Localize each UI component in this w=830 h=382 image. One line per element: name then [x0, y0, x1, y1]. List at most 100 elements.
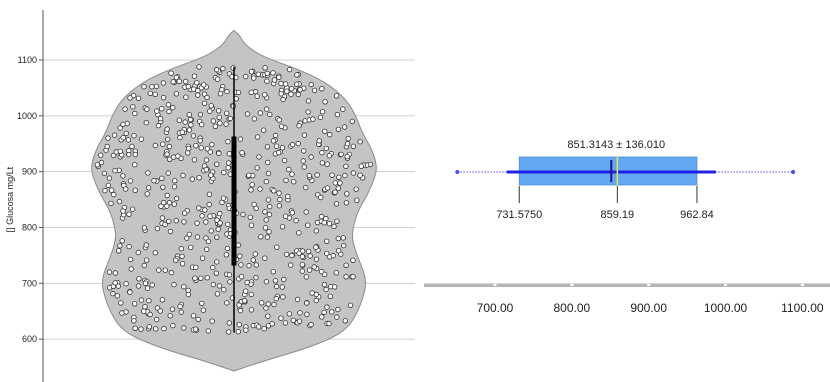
data-point [161, 325, 167, 332]
data-point [334, 218, 340, 224]
data-point [141, 225, 148, 231]
data-point [179, 129, 185, 135]
y-tick-label: 1000 [17, 111, 37, 121]
data-point [286, 166, 292, 173]
data-point [237, 253, 243, 259]
data-point [313, 297, 319, 304]
data-point [141, 262, 147, 269]
data-point [264, 78, 270, 84]
data-point [244, 111, 251, 117]
data-point [308, 321, 314, 328]
data-point [288, 262, 294, 268]
data-point [242, 73, 249, 80]
data-point [264, 144, 271, 150]
data-point [273, 295, 279, 302]
data-point [192, 275, 198, 281]
data-point [241, 298, 248, 304]
data-point [129, 206, 136, 212]
data-point [176, 78, 182, 84]
x-tick-label: 1100.00 [781, 301, 824, 315]
data-point [159, 175, 165, 181]
data-point [350, 257, 356, 263]
data-point [101, 170, 108, 177]
data-point [349, 118, 355, 125]
data-point [220, 195, 227, 201]
data-point [182, 78, 189, 85]
data-point [120, 173, 126, 179]
data-point [275, 149, 282, 156]
data-point [195, 316, 201, 323]
data-point [237, 136, 244, 142]
data-point [278, 80, 284, 87]
data-point [333, 93, 340, 99]
data-point [343, 274, 349, 280]
data-point [181, 284, 187, 290]
data-point [213, 161, 220, 167]
data-point [240, 211, 246, 218]
data-point [223, 252, 230, 258]
data-point [289, 141, 296, 148]
data-point [303, 209, 309, 215]
data-point [120, 208, 126, 214]
data-point [254, 134, 261, 140]
data-point [318, 213, 325, 220]
data-point [266, 229, 272, 235]
data-point [190, 133, 197, 139]
data-point [224, 88, 230, 95]
data-point [264, 106, 270, 112]
data-point [340, 235, 346, 241]
x-tick-dot [724, 284, 728, 286]
data-point [152, 326, 159, 332]
data-point [132, 325, 138, 331]
data-point [280, 96, 286, 103]
data-point [185, 291, 192, 298]
data-point [237, 307, 244, 314]
data-point [180, 172, 186, 179]
data-point [324, 250, 330, 257]
data-point [204, 94, 210, 101]
data-point [215, 226, 221, 232]
data-point [238, 274, 245, 280]
data-point [130, 92, 137, 99]
data-point [204, 275, 210, 281]
data-point [303, 274, 310, 280]
data-point [105, 182, 111, 189]
data-point [117, 125, 123, 131]
data-point [276, 202, 283, 209]
data-point [130, 103, 136, 110]
data-point [144, 285, 151, 291]
x-axis-rule-highlight [424, 283, 830, 284]
data-point [263, 305, 269, 311]
data-point [117, 243, 123, 249]
data-point [309, 290, 315, 296]
data-point [181, 210, 188, 216]
data-point [251, 201, 257, 208]
data-point [281, 157, 288, 164]
data-point [194, 80, 200, 86]
data-point [143, 242, 149, 248]
data-point [279, 144, 286, 151]
data-point [179, 253, 185, 260]
data-point [284, 88, 290, 94]
data-point [196, 205, 202, 211]
data-point [265, 301, 271, 307]
data-point [221, 287, 227, 293]
data-point [324, 304, 330, 310]
data-point [166, 156, 173, 162]
data-point [278, 315, 284, 321]
data-point [179, 261, 186, 267]
median-label: 859.19 [600, 209, 634, 221]
data-point [224, 221, 231, 228]
data-point [160, 80, 167, 86]
data-point [263, 178, 269, 185]
data-point [112, 280, 118, 286]
data-point [290, 317, 296, 324]
data-point [248, 291, 254, 298]
data-point [313, 228, 319, 234]
data-point [324, 185, 331, 191]
data-point [186, 112, 192, 118]
data-point [283, 177, 289, 184]
data-point [164, 151, 170, 157]
data-point [203, 219, 209, 225]
data-point [157, 308, 163, 314]
